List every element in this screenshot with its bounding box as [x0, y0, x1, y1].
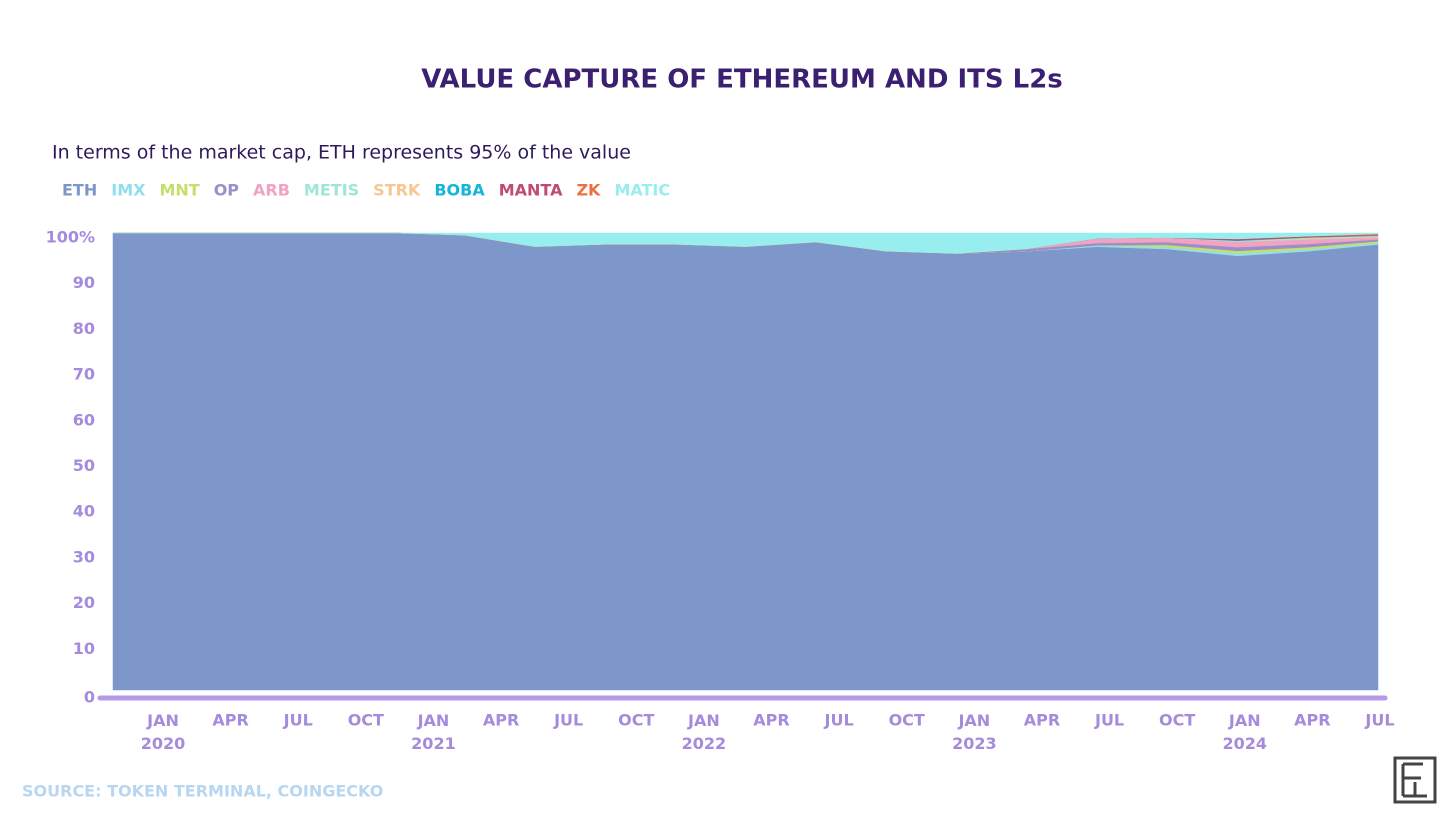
x-tick-label: JUL [824, 711, 854, 730]
area [113, 232, 1379, 254]
x-tick-line: JAN [1228, 711, 1261, 730]
x-tick-label: APR [1294, 711, 1330, 730]
x-tick-label: OCT [1159, 711, 1195, 730]
x-tick-line: JAN [687, 711, 720, 730]
x-tick-label: JAN 2021 [411, 711, 456, 753]
x-tick-label: JUL [1094, 711, 1124, 730]
x-tick-line: JAN [957, 711, 990, 730]
legend-entry: METIS [304, 181, 359, 200]
x-tick-label: JUL [553, 711, 583, 730]
legend-entry: ARB [253, 181, 290, 200]
y-tick-label: 40 [73, 502, 95, 521]
x-tick-line: 2022 [682, 734, 727, 753]
y-tick-label: 0 [84, 688, 95, 707]
legend-entry: MATIC [614, 181, 670, 200]
x-tick-label: JAN 2022 [682, 711, 727, 753]
x-tick-line: JAN [417, 711, 450, 730]
legend-entry: STRK [373, 181, 421, 200]
x-tick-label: OCT [618, 711, 654, 730]
chart-title: VALUE CAPTURE OF ETHEREUM AND ITS L2s [421, 65, 1063, 95]
legend-entry: MNT [159, 181, 199, 200]
legend-entry: OP [214, 181, 240, 200]
y-tick-label: 30 [73, 547, 95, 566]
chart-subtitle: In terms of the market cap, ETH represen… [52, 142, 631, 164]
legend-entry: ZK [576, 181, 601, 200]
logo [1393, 756, 1437, 804]
x-tick-line: 2021 [411, 734, 456, 753]
x-tick-line: 2024 [1223, 734, 1268, 753]
x-tick-label: APR [753, 711, 789, 730]
y-tick-label: 90 [73, 273, 95, 292]
y-tick-label: 80 [73, 319, 95, 338]
x-tick-line: 2020 [141, 734, 186, 753]
legend-entry: IMX [111, 181, 146, 200]
y-tick-label: 70 [73, 365, 95, 384]
legend-entry: ETH [62, 181, 97, 200]
x-tick-label: JUL [1364, 711, 1394, 730]
x-tick-line: JAN [146, 711, 179, 730]
y-tick-label: 20 [73, 593, 95, 612]
x-tick-label: JAN 2024 [1223, 711, 1268, 753]
x-tick-label: APR [483, 711, 519, 730]
x-tick-line: 2023 [952, 734, 997, 753]
area [112, 232, 1379, 691]
x-tick-label: JUL [283, 711, 313, 730]
legend-entry: BOBA [434, 181, 485, 200]
legend-entry: MANTA [499, 181, 563, 200]
x-tick-label: JAN 2020 [141, 711, 186, 753]
y-tick-label: 60 [73, 410, 95, 429]
x-tick-label: APR [212, 711, 248, 730]
source-note: SOURCE: TOKEN TERMINAL, COINGECKO [22, 782, 383, 801]
y-tick-label: 100% [46, 228, 95, 247]
y-tick-label: 50 [73, 456, 95, 475]
y-tick-label: 10 [73, 639, 95, 658]
x-tick-label: OCT [889, 711, 925, 730]
x-tick-label: OCT [348, 711, 384, 730]
x-tick-label: APR [1024, 711, 1060, 730]
x-tick-label: JAN 2023 [952, 711, 997, 753]
